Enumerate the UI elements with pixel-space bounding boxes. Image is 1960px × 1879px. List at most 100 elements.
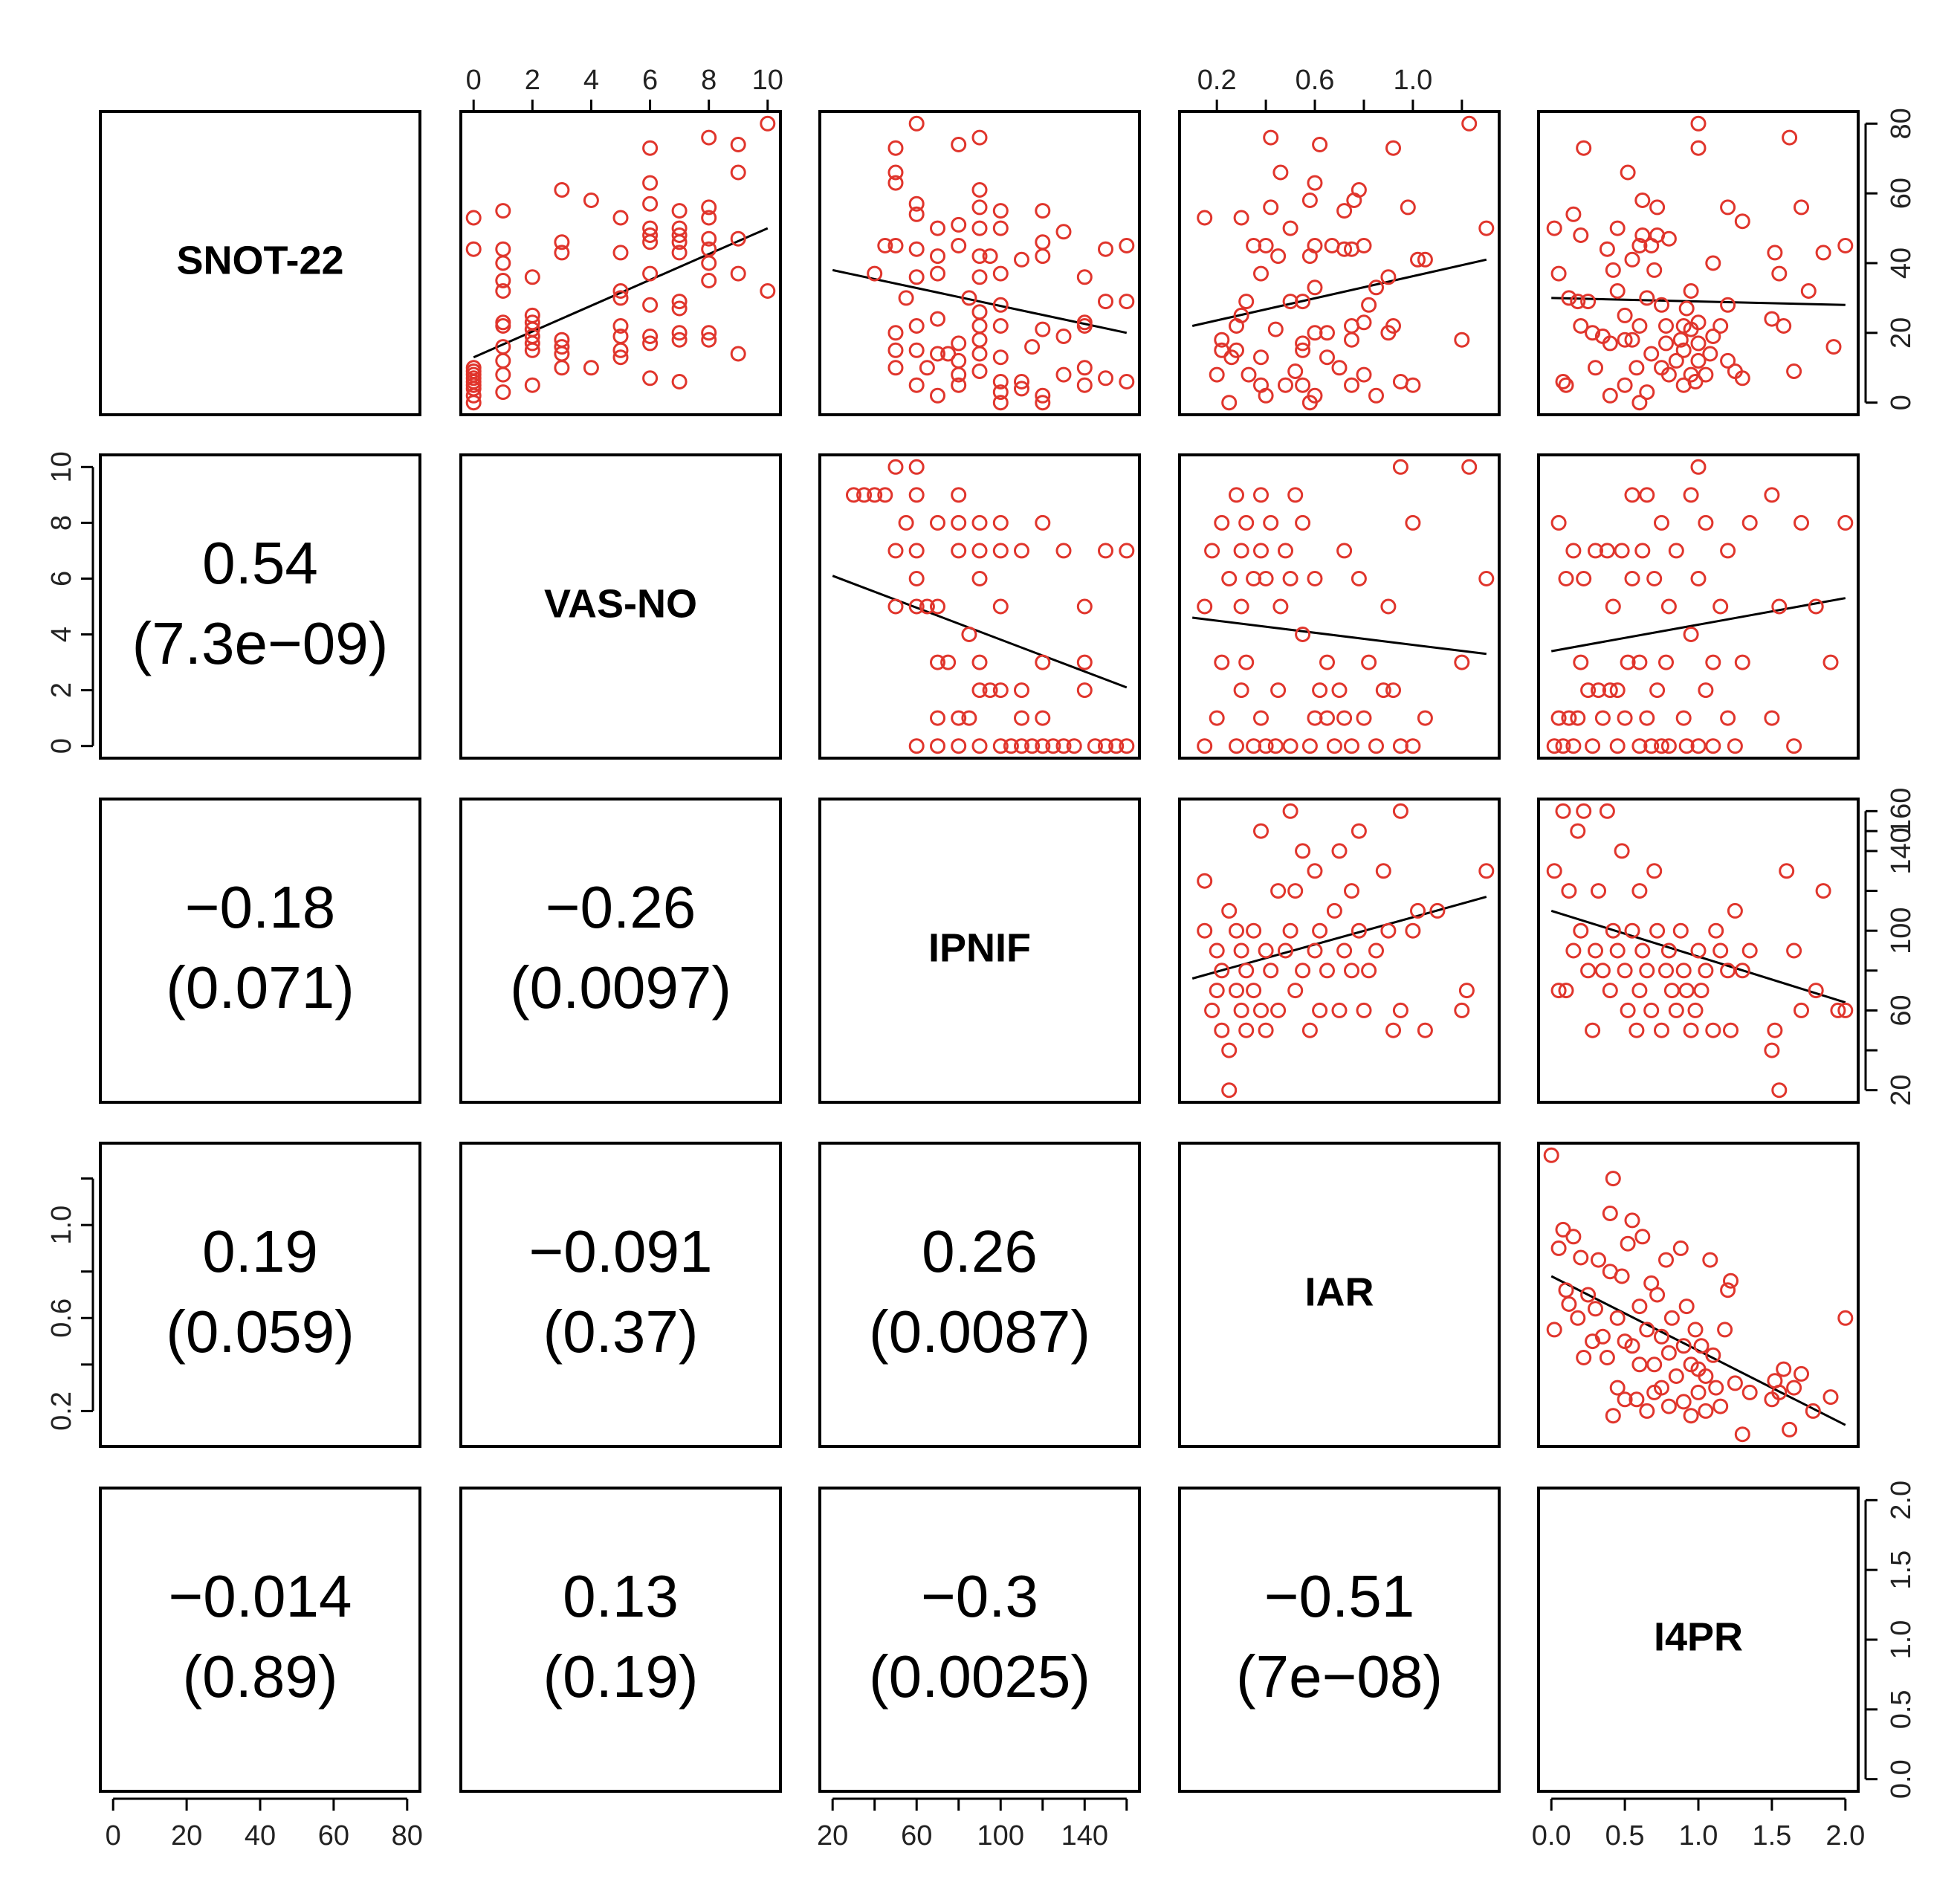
- tick-label: 1.0: [46, 1206, 77, 1245]
- scatter-point: [1380, 922, 1397, 939]
- scatter-point: [1705, 329, 1721, 344]
- panel-2-0: [99, 798, 421, 1104]
- scatter-point: [1214, 1022, 1230, 1038]
- scatter-point: [701, 199, 717, 216]
- scatter-point: [982, 682, 998, 699]
- scatter-point: [1624, 487, 1640, 503]
- scatter-point: [1727, 1375, 1743, 1391]
- scatter-point: [1214, 514, 1230, 531]
- scatter-point: [908, 571, 925, 586]
- scatter-point: [1609, 283, 1626, 299]
- scatter-points: [465, 115, 1854, 1443]
- scatter-point: [1209, 366, 1225, 383]
- scatter-point: [1580, 963, 1597, 979]
- scatter-point: [1461, 459, 1478, 475]
- scatter-point: [465, 241, 482, 257]
- scatter-point: [1591, 883, 1606, 899]
- scatter-point: [1119, 374, 1135, 389]
- scatter-point: [1794, 1365, 1809, 1382]
- scatter-point: [1649, 1287, 1666, 1303]
- scatter-point: [908, 318, 925, 334]
- scatter-point: [1209, 710, 1225, 726]
- scatter-point: [1741, 514, 1758, 531]
- scatter-point: [1392, 803, 1408, 819]
- scatter-point: [1639, 384, 1655, 401]
- scatter-point: [1678, 300, 1695, 317]
- correlation-coefficient: 0.26: [922, 1218, 1038, 1284]
- scatter-point: [1267, 738, 1284, 754]
- scatter-point: [930, 598, 945, 615]
- scatter-point: [1734, 1426, 1750, 1443]
- scatter-point: [1098, 738, 1113, 754]
- scatter-point: [1658, 654, 1674, 670]
- scatter-point: [1197, 210, 1213, 226]
- scatter-point: [1204, 543, 1220, 559]
- scatter-point: [1405, 922, 1421, 939]
- scatter-point: [1233, 942, 1249, 959]
- scatter-point: [1609, 220, 1626, 236]
- scatter-point: [1454, 332, 1470, 348]
- scatter-point: [1649, 922, 1666, 939]
- scatter-point: [1119, 238, 1135, 253]
- scatter-point: [1229, 342, 1244, 358]
- scatter-point: [971, 682, 988, 699]
- scatter-point: [495, 203, 511, 219]
- scatter-point: [1307, 571, 1323, 586]
- scatter-point: [1654, 1380, 1669, 1396]
- correlation-p-value: (0.059): [166, 1299, 354, 1365]
- scatter-point: [1734, 370, 1750, 387]
- scatter-point: [1246, 983, 1262, 999]
- scatter-point: [1580, 1287, 1597, 1303]
- scatter-point: [971, 129, 988, 146]
- scatter-point: [1361, 297, 1377, 313]
- scatter-point: [1837, 514, 1854, 531]
- tick-label: 8: [46, 515, 77, 531]
- scatter-point: [1634, 193, 1651, 208]
- tick-label: 6: [642, 65, 658, 96]
- scatter-point: [1609, 682, 1626, 699]
- scatter-point: [908, 543, 925, 559]
- scatter-point: [642, 329, 659, 344]
- scatter-point: [1270, 883, 1287, 899]
- scatter-point: [1270, 248, 1287, 265]
- scatter-point: [1307, 387, 1323, 404]
- scatter-point: [1417, 251, 1433, 268]
- scatter-point: [1301, 193, 1318, 208]
- panel-3-3: [1178, 1142, 1501, 1448]
- tick-label: 100: [977, 1820, 1024, 1851]
- scatter-point: [1331, 843, 1348, 859]
- scatter-point: [1555, 803, 1571, 819]
- scatter-point: [992, 384, 1009, 401]
- tick-label: 60: [1886, 178, 1917, 209]
- scatter-point: [642, 227, 659, 243]
- scatter-point: [1602, 682, 1618, 699]
- scatter-point: [971, 571, 988, 586]
- scatter-point: [1808, 598, 1824, 615]
- scatter-point: [1214, 963, 1230, 979]
- scatter-point: [930, 311, 945, 327]
- scatter-point: [1229, 738, 1244, 754]
- scatter-point: [1253, 487, 1269, 503]
- scatter-point: [992, 349, 1009, 366]
- scatter-point: [1295, 342, 1311, 358]
- scatter-point: [671, 220, 688, 236]
- regression-line: [1550, 597, 1846, 653]
- scatter-point: [1287, 983, 1304, 999]
- scatter-point: [1639, 290, 1655, 306]
- scatter-point: [1098, 241, 1113, 257]
- scatter-point: [908, 195, 925, 212]
- scatter-point: [1646, 1356, 1663, 1373]
- scatter-point: [1233, 543, 1249, 559]
- scatter-point: [1649, 199, 1666, 216]
- scatter-point: [1771, 598, 1788, 615]
- scatter-point: [642, 195, 659, 212]
- scatter-point: [1319, 654, 1335, 670]
- scatter-point: [730, 230, 746, 247]
- scatter-point: [1014, 710, 1029, 726]
- scatter-point: [1609, 1310, 1626, 1326]
- scatter-point: [1558, 571, 1574, 586]
- scatter-point: [1599, 543, 1615, 559]
- scatter-point: [1602, 387, 1618, 404]
- scatter-point: [1392, 1002, 1408, 1018]
- scatter-point: [1351, 823, 1367, 839]
